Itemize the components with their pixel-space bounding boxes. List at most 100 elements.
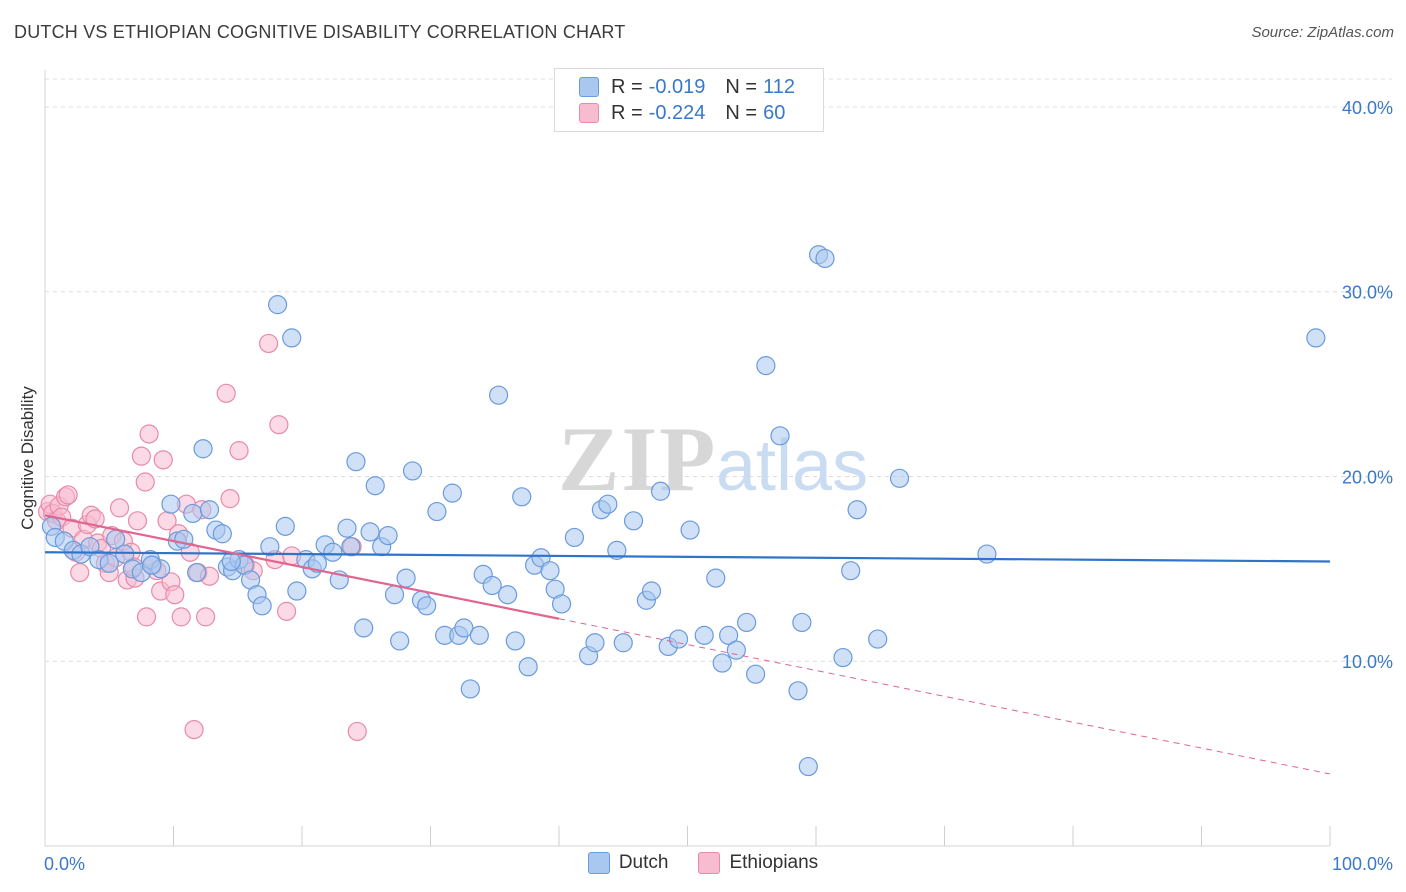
- dutch-point: [833, 647, 853, 668]
- dutch-point: [469, 625, 489, 645]
- legend-n-value: 60: [763, 101, 786, 124]
- legend-r-label: R =: [611, 75, 643, 98]
- dutch-point: [460, 679, 480, 699]
- legend-r-label: R =: [611, 101, 643, 124]
- ethiopians-trend-line: [44, 514, 560, 620]
- dutch-point: [360, 522, 380, 542]
- dutch-point: [378, 525, 398, 546]
- ethiopians-legend-swatch: [698, 852, 721, 874]
- ethiopians-point: [216, 383, 236, 403]
- ethiopians-point: [136, 607, 157, 627]
- dutch-point: [183, 503, 203, 524]
- y-tick-label: 30.0%: [1342, 283, 1393, 303]
- dutch-point: [650, 481, 671, 501]
- dutch-point: [815, 248, 835, 269]
- dutch-point: [977, 544, 997, 564]
- ethiopians-point: [347, 721, 367, 742]
- x-tick-label: 0.0%: [44, 854, 85, 874]
- dutch-point: [193, 439, 213, 459]
- dutch-point: [540, 561, 560, 581]
- dutch-point: [252, 596, 272, 616]
- stats-legend: R = -0.019 N = 112 R = -0.224 N = 60: [554, 68, 824, 132]
- dutch-point: [282, 328, 302, 348]
- dutch-trend-line: [44, 551, 1331, 563]
- dutch-point: [680, 520, 700, 540]
- ethiopians-point: [184, 719, 204, 740]
- watermark: ZIP atlas: [558, 408, 868, 510]
- y-tick-label: 20.0%: [1342, 467, 1393, 487]
- dutch-point: [868, 629, 888, 649]
- dutch-point: [396, 568, 416, 588]
- dutch-point: [323, 542, 343, 562]
- dutch-point: [889, 468, 910, 488]
- ethiopians-point: [131, 446, 151, 466]
- trend-lines: [44, 514, 1331, 775]
- dutch-point: [737, 612, 757, 633]
- dutch-point: [726, 640, 746, 660]
- dutch-point: [770, 426, 790, 446]
- dutch-swatch: [579, 77, 599, 97]
- dutch-point: [454, 618, 474, 638]
- ethiopians-point: [229, 441, 249, 461]
- dutch-point: [402, 461, 423, 481]
- dutch-point: [390, 631, 410, 651]
- x-ticks: [173, 826, 1331, 846]
- dutch-point: [623, 511, 644, 531]
- dutch-point: [792, 612, 812, 633]
- dutch-point: [1306, 328, 1326, 348]
- dutch-point: [607, 540, 627, 560]
- dutch-point: [498, 585, 518, 605]
- y-tick-label: 40.0%: [1342, 98, 1393, 118]
- dutch-point: [598, 494, 618, 514]
- dutch-point: [798, 756, 818, 777]
- legend-r-value: -0.019: [648, 75, 706, 98]
- dutch-point: [354, 618, 374, 638]
- legend-row-dutch: R = -0.019 N = 112: [579, 75, 795, 99]
- dutch-legend-label: Dutch: [618, 852, 669, 873]
- dutch-point: [199, 500, 220, 520]
- ethiopians-point: [269, 415, 289, 435]
- ethiopians-point: [258, 333, 279, 354]
- x-tick-labels: 0.0% 100.0%: [44, 854, 1393, 874]
- legend-n-label: N =: [725, 75, 758, 98]
- legend-row-ethiopians: R = -0.224 N = 60: [579, 101, 785, 125]
- dutch-point: [489, 385, 509, 405]
- dutch-point: [694, 625, 714, 645]
- dutch-point: [756, 356, 776, 376]
- watermark-atlas: atlas: [716, 426, 868, 506]
- dutch-point: [641, 581, 662, 601]
- dutch-point: [346, 452, 366, 472]
- legend-item-dutch[interactable]: Dutch: [587, 852, 669, 874]
- dutch-point: [841, 561, 861, 581]
- dutch-point: [161, 494, 181, 514]
- ethiopians-point: [135, 472, 155, 492]
- legend-item-ethiopians[interactable]: Ethiopians: [698, 852, 818, 874]
- dutch-point: [847, 500, 867, 520]
- dutch-point: [512, 487, 532, 507]
- dutch-point: [365, 476, 385, 496]
- dutch-point: [746, 664, 766, 684]
- dutch-point: [788, 681, 808, 701]
- legend-n-label: N =: [725, 101, 758, 124]
- dutch-point: [212, 524, 232, 544]
- dutch-point: [427, 501, 447, 522]
- ethiopians-point: [153, 450, 173, 470]
- source-label: Source: ZipAtlas.com: [1251, 24, 1394, 41]
- series-legend: Dutch Ethiopians: [0, 852, 1406, 874]
- dutch-point: [585, 633, 605, 653]
- dutch-point: [187, 562, 207, 583]
- ethiopians-point: [196, 607, 216, 627]
- legend-r-value: -0.224: [648, 101, 706, 124]
- dutch-point: [564, 527, 585, 548]
- dutch-point: [613, 633, 633, 653]
- ethiopians-point: [220, 489, 240, 509]
- ethiopians-point: [276, 601, 297, 621]
- y-tick-label: 10.0%: [1342, 652, 1393, 672]
- dutch-point: [287, 581, 307, 601]
- ethiopians-swatch: [579, 103, 599, 123]
- chart-title: DUTCH VS ETHIOPIAN COGNITIVE DISABILITY …: [14, 22, 626, 42]
- dutch-point: [518, 657, 538, 677]
- dutch-point: [442, 483, 462, 503]
- dutch-point: [384, 585, 405, 605]
